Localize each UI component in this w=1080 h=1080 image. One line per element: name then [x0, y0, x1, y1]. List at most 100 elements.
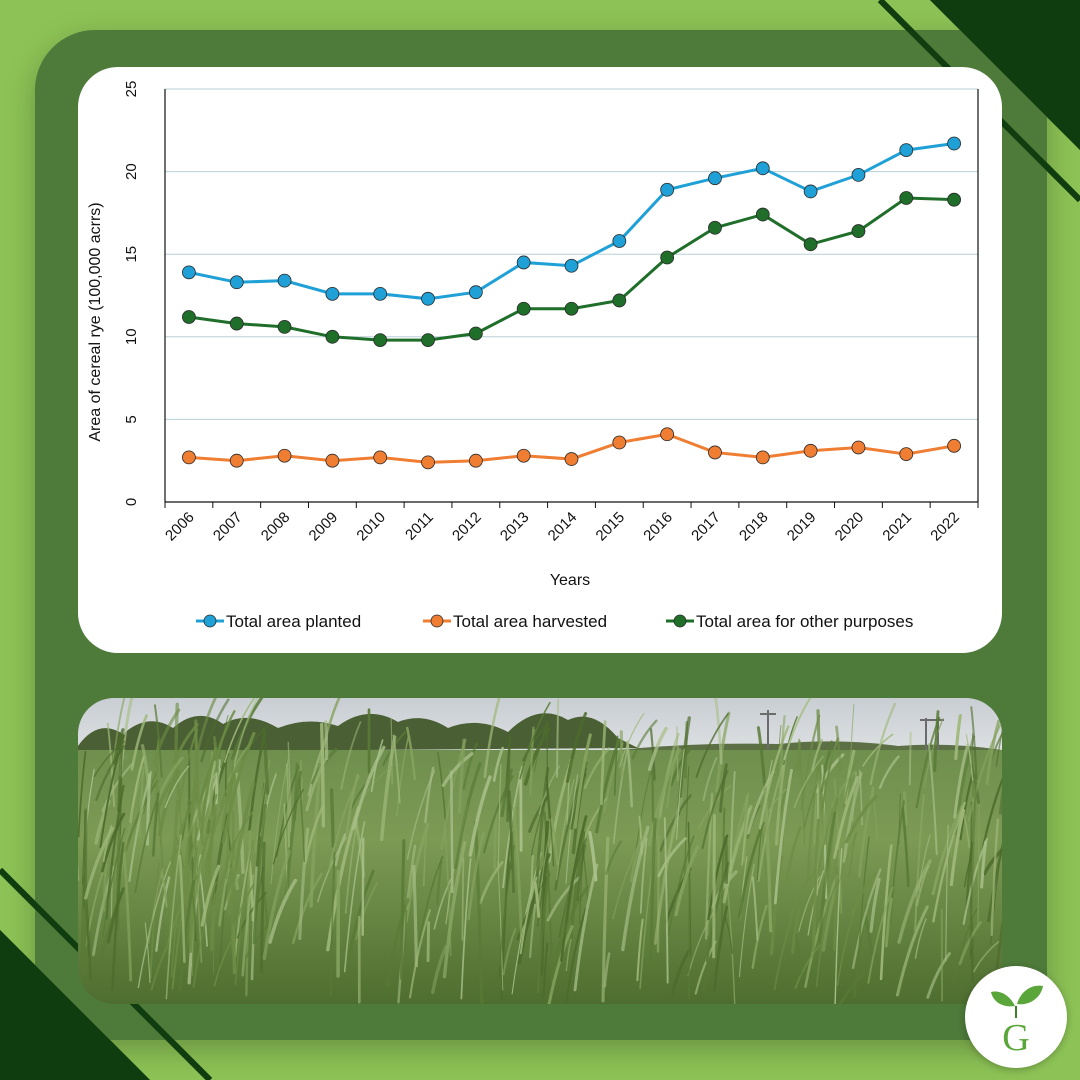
data-point [277, 319, 292, 334]
x-tick-label: 2022 [927, 509, 963, 545]
data-point [612, 435, 627, 450]
legend-item: Total area planted [196, 612, 361, 631]
brand-logo: G [965, 966, 1067, 1068]
data-point [755, 207, 770, 222]
data-point [468, 285, 483, 300]
chart-card: 0 5 10 15 20 25 2006 2007 2008 2009 2010 2011 2012 2… [78, 67, 1002, 653]
data-point [947, 438, 961, 453]
data-point [325, 453, 340, 468]
data-point [373, 286, 388, 301]
x-tick-label: 2009 [306, 509, 342, 545]
data-point [468, 453, 483, 468]
data-point [947, 192, 961, 207]
data-point [851, 224, 866, 238]
legend-label: Total area harvested [453, 612, 607, 631]
data-point [564, 452, 579, 466]
legend: Total area planted Total area harvested To… [196, 612, 913, 631]
x-tick-label: 2017 [688, 509, 724, 545]
x-tick-label: 2013 [497, 509, 533, 545]
data-point [229, 316, 244, 331]
x-tick-label: 2018 [736, 509, 772, 545]
data-point [182, 450, 196, 465]
data-point [803, 237, 818, 252]
data-point [229, 275, 244, 290]
gridlines [165, 88, 978, 420]
data-point [803, 443, 818, 458]
x-tick-label: 2014 [545, 509, 581, 545]
y-tick-label: 0 [123, 498, 140, 506]
y-tick-label: 25 [123, 81, 140, 98]
x-tick-label: 2010 [353, 509, 389, 545]
data-point [851, 440, 866, 455]
series-2 [182, 191, 961, 348]
data-point [564, 301, 579, 316]
series-1 [182, 427, 961, 470]
data-point [612, 293, 627, 308]
legend-item: Total area for other purposes [666, 612, 913, 631]
x-tick-label: 2021 [879, 509, 915, 545]
y-tick-label: 15 [123, 246, 140, 263]
leaf-sprout-icon [991, 985, 1043, 1018]
y-tick-label: 10 [123, 328, 140, 345]
data-point [182, 265, 196, 280]
x-tick-label: 2016 [640, 509, 676, 545]
legend-label: Total area for other purposes [696, 612, 913, 631]
x-tick-label: 2007 [210, 509, 246, 545]
data-point [755, 161, 770, 176]
x-tick-label: 2012 [449, 509, 485, 545]
data-point [516, 448, 531, 463]
data-point [660, 427, 675, 442]
data-point [229, 453, 244, 468]
legend-marker [673, 614, 687, 628]
y-tick-label: 5 [123, 415, 140, 423]
legend-label: Total area planted [226, 612, 361, 631]
series-0 [182, 136, 961, 306]
axes [164, 89, 979, 508]
data-point [516, 301, 531, 316]
data-point [803, 184, 818, 199]
x-axis-title: Years [550, 572, 590, 589]
data-point [325, 286, 340, 301]
data-point [899, 191, 914, 205]
x-tick-label: 2015 [593, 509, 629, 545]
data-point [421, 291, 435, 306]
data-point [612, 234, 627, 248]
data-point [516, 255, 531, 270]
data-point [277, 448, 292, 463]
rye-field-photo [78, 698, 1002, 1004]
data-point [182, 310, 196, 324]
data-point [373, 450, 388, 465]
data-point [325, 329, 340, 344]
data-point [564, 258, 579, 273]
data-point [421, 455, 435, 470]
data-point [373, 333, 388, 348]
data-point [947, 136, 961, 151]
legend-marker [430, 614, 444, 628]
x-tick-label: 2008 [258, 509, 294, 545]
data-point [755, 450, 770, 465]
data-point [708, 220, 722, 235]
data-point [660, 250, 675, 265]
y-axis-title: Area of cereal rye (100,000 acrrs) [87, 202, 104, 441]
data-point [277, 273, 292, 288]
data-point [851, 168, 866, 182]
y-tick-label: 20 [123, 163, 140, 180]
data-point [660, 182, 675, 197]
data-point [708, 171, 722, 186]
data-point [899, 447, 914, 461]
data-point [708, 445, 722, 460]
x-tick-label: 2019 [784, 509, 820, 545]
legend-item: Total area harvested [423, 612, 607, 631]
x-tick-label: 2006 [162, 509, 198, 545]
x-tick-label: 2011 [402, 509, 437, 544]
data-point [468, 326, 483, 341]
y-tick-labels: 0 5 10 15 20 25 [123, 81, 140, 507]
logo-letter: G [1002, 1017, 1029, 1059]
series [182, 136, 961, 470]
series-line [188, 142, 955, 301]
x-tick-label: 2020 [832, 509, 868, 545]
x-tick-labels: 2006 2007 2008 2009 2010 2011 2012 2013 2014 2015… [162, 509, 963, 545]
legend-marker [203, 614, 217, 628]
data-point [899, 143, 914, 158]
